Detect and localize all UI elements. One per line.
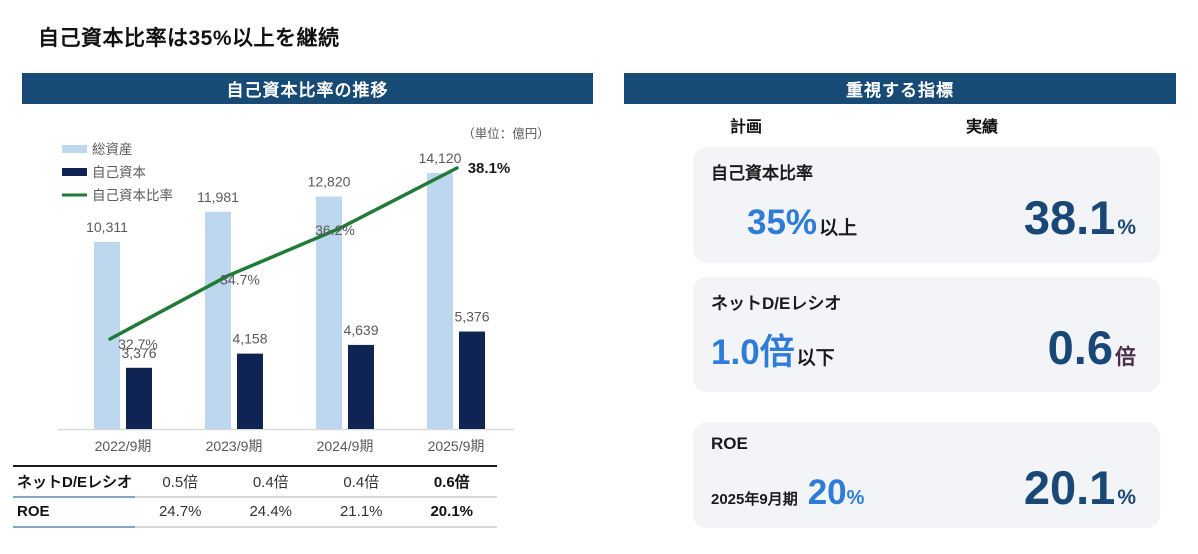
table-cell: 21.1% bbox=[316, 496, 407, 528]
table-row: ROE 24.7% 24.4% 21.1% 20.1% bbox=[13, 496, 497, 528]
kpi-card: ネットD/Eレシオ 1.0倍 以下 0.6 倍 bbox=[693, 277, 1160, 392]
bar-total-assets bbox=[205, 211, 231, 429]
table-cell: 0.6倍 bbox=[406, 466, 497, 498]
page-title: 自己資本比率は35%以上を継続 bbox=[38, 27, 340, 50]
kpi-actual: 38.1% bbox=[1024, 194, 1136, 241]
legend-label-total-assets: 総資産 bbox=[92, 142, 133, 157]
kpi-card-row: 35% 以上 38.1% bbox=[711, 194, 1136, 243]
bar-equity bbox=[237, 353, 263, 429]
table-row-label: ROE bbox=[13, 496, 135, 528]
equity-ratio-line bbox=[108, 166, 459, 341]
x-axis-label: 2023/9期 bbox=[206, 438, 263, 454]
left-panel-header: 自己資本比率の推移 bbox=[22, 73, 593, 104]
legend-swatch-equity bbox=[62, 168, 87, 176]
table-cell: 20.1% bbox=[406, 496, 497, 528]
actual-column-header: 実績 bbox=[965, 119, 999, 136]
table-row: ネットD/Eレシオ 0.5倍 0.4倍 0.4倍 0.6倍 bbox=[13, 466, 497, 498]
table-cell: 24.4% bbox=[225, 496, 316, 528]
unit-note: （単位：億円） bbox=[462, 126, 550, 141]
kpi-card-row: 2025年9月期 20% 20.1% bbox=[711, 464, 1136, 513]
kpi-card: 自己資本比率 35% 以上 38.1% bbox=[693, 147, 1160, 263]
kpi-plan: 35% 以上 bbox=[747, 203, 857, 243]
legend-label-ratio: 自己資本比率 bbox=[92, 187, 173, 203]
right-panel-header-label: 重視する指標 bbox=[846, 81, 954, 100]
bar-value-total-assets: 12,820 bbox=[308, 174, 351, 190]
percent-label: 32.7% bbox=[118, 336, 158, 352]
table-cell: 0.4倍 bbox=[316, 466, 407, 498]
kpi-card-title: ROE bbox=[711, 434, 748, 453]
table-cell: 24.7% bbox=[135, 496, 226, 528]
bar-value-total-assets: 10,311 bbox=[86, 219, 128, 235]
bar-value-total-assets: 11,981 bbox=[197, 189, 239, 205]
bar-value-equity: 3,376 bbox=[121, 345, 156, 361]
x-axis-label: 2022/9期 bbox=[95, 438, 152, 454]
kpi-plan-value-unit: % bbox=[846, 487, 865, 509]
percent-label: 38.1% bbox=[468, 160, 511, 177]
bar-equity bbox=[459, 331, 485, 429]
kpi-card-title: ネットD/Eレシオ bbox=[711, 294, 842, 313]
legend-label-equity: 自己資本 bbox=[92, 165, 146, 180]
bar-value-equity: 4,158 bbox=[232, 331, 267, 347]
kpi-actual-unit: % bbox=[1117, 486, 1136, 509]
bar-equity bbox=[348, 344, 374, 429]
kpi-actual: 20.1% bbox=[1024, 464, 1136, 511]
kpi-plan-value: 20 bbox=[807, 473, 847, 512]
kpi-plan: 2025年9月期 20% bbox=[711, 473, 864, 513]
kpi-actual-value: 0.6 bbox=[1047, 321, 1113, 374]
plan-column-header: 計画 bbox=[729, 119, 763, 136]
bar-value-total-assets: 14,120 bbox=[419, 150, 462, 166]
kpi-plan-value: 1.0倍 bbox=[711, 333, 795, 372]
kpi-actual-unit: % bbox=[1117, 216, 1136, 239]
table-cell: 0.4倍 bbox=[225, 466, 316, 498]
kpi-actual-value: 38.1 bbox=[1023, 191, 1116, 244]
kpi-plan-suffix: 以下 bbox=[796, 348, 835, 369]
kpi-card: ROE 2025年9月期 20% 20.1% bbox=[693, 422, 1160, 528]
bar-total-assets bbox=[427, 173, 453, 429]
x-axis-label: 2025/9期 bbox=[428, 438, 485, 454]
kpi-plan-value: 35% bbox=[747, 203, 818, 242]
kpi-card-row: 1.0倍 以下 0.6 倍 bbox=[711, 324, 1136, 375]
bar-value-equity: 5,376 bbox=[454, 309, 489, 325]
kpi-plan-prefix: 2025年9月期 bbox=[711, 491, 798, 508]
legend-swatch-total-assets bbox=[62, 145, 87, 153]
kpi-actual-unit: 倍 bbox=[1115, 346, 1136, 369]
ratio-roe-table: ネットD/Eレシオ 0.5倍 0.4倍 0.4倍 0.6倍 ROE 24.7% 24.4% 21… bbox=[13, 465, 497, 528]
kpi-card-title: 自己資本比率 bbox=[711, 164, 813, 183]
bar-equity bbox=[126, 367, 152, 429]
table-row-label: ネットD/Eレシオ bbox=[13, 466, 135, 498]
kpi-actual-value: 20.1 bbox=[1023, 461, 1116, 514]
kpi-plan-suffix: 以上 bbox=[819, 218, 858, 239]
kpi-plan: 1.0倍 以下 bbox=[711, 324, 835, 375]
table-cell: 0.5倍 bbox=[135, 466, 226, 498]
kpi-actual: 0.6 倍 bbox=[1048, 324, 1136, 371]
bar-value-equity: 4,639 bbox=[343, 322, 378, 338]
left-panel-header-label: 自己資本比率の推移 bbox=[226, 81, 389, 100]
percent-label: 34.7% bbox=[220, 272, 260, 288]
x-axis-label: 2024/9期 bbox=[317, 438, 374, 454]
percent-label: 36.2% bbox=[315, 222, 355, 238]
right-panel-header: 重視する指標 bbox=[624, 73, 1176, 104]
